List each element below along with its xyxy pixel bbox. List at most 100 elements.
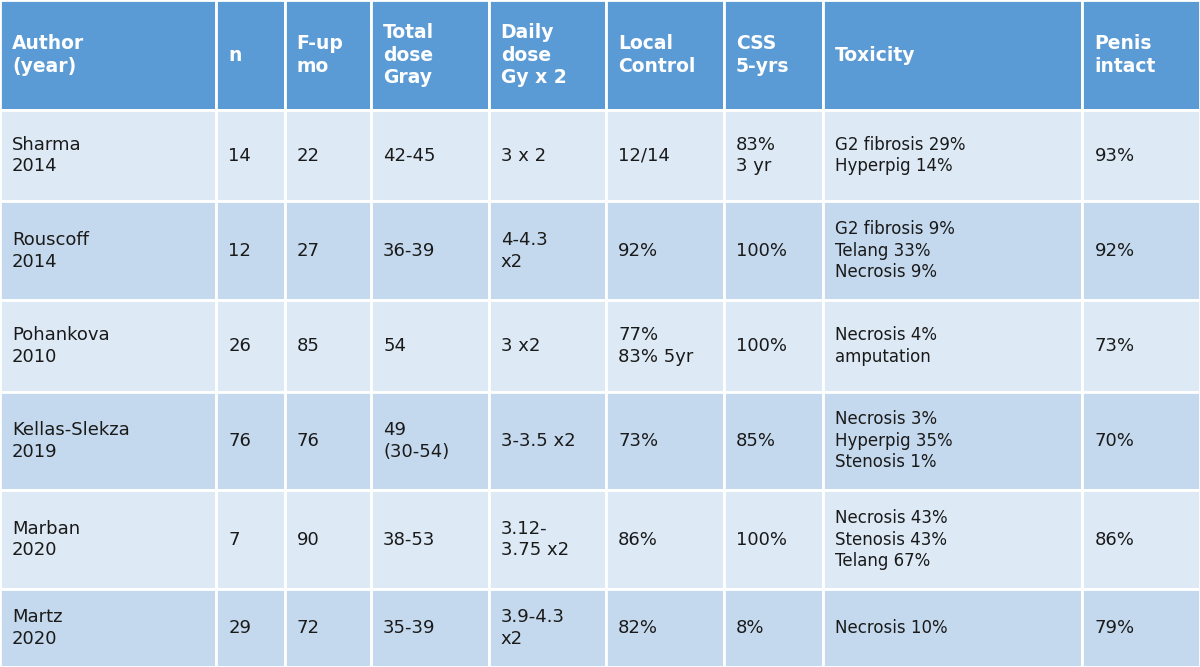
Text: 3 x2: 3 x2 (500, 337, 540, 355)
Bar (724, 392, 823, 490)
Text: 42-45: 42-45 (383, 147, 436, 165)
Bar (823, 490, 1082, 589)
Text: 100%: 100% (736, 531, 787, 548)
Text: CSS
5-yrs: CSS 5-yrs (736, 34, 790, 76)
Bar (606, 201, 724, 300)
Text: Pohankova
2010: Pohankova 2010 (12, 326, 109, 366)
Bar (488, 300, 606, 392)
Text: Rouscoff
2014: Rouscoff 2014 (12, 231, 89, 271)
Bar (371, 490, 488, 589)
Text: 4-4.3
x2: 4-4.3 x2 (500, 231, 547, 271)
Bar (0, 0, 216, 110)
Bar (0, 392, 216, 490)
Bar (823, 300, 1082, 392)
Bar (724, 110, 823, 201)
Bar (371, 0, 488, 110)
Text: Martz
2020: Martz 2020 (12, 608, 62, 648)
Bar (284, 392, 371, 490)
Text: Total
dose
Gray: Total dose Gray (383, 23, 434, 87)
Bar (488, 490, 606, 589)
Bar (284, 0, 371, 110)
Text: 85: 85 (296, 337, 319, 355)
Bar (216, 201, 284, 300)
Text: 35-39: 35-39 (383, 619, 436, 637)
Text: Necrosis 3%
Hyperpig 35%
Stenosis 1%: Necrosis 3% Hyperpig 35% Stenosis 1% (835, 410, 953, 472)
Bar (606, 300, 724, 392)
Text: 100%: 100% (736, 337, 787, 355)
Bar (0, 490, 216, 589)
Text: 49
(30-54): 49 (30-54) (383, 421, 449, 461)
Bar (724, 0, 823, 110)
Text: Marban
2020: Marban 2020 (12, 520, 80, 560)
Text: 72: 72 (296, 619, 319, 637)
Bar (371, 392, 488, 490)
Bar (606, 110, 724, 201)
Text: 90: 90 (296, 531, 319, 548)
Text: 73%: 73% (618, 432, 659, 450)
Text: 86%: 86% (1094, 531, 1134, 548)
Bar (1082, 110, 1200, 201)
Text: 26: 26 (228, 337, 251, 355)
Bar (823, 589, 1082, 667)
Text: Penis
intact: Penis intact (1094, 34, 1156, 76)
Bar (488, 110, 606, 201)
Bar (823, 0, 1082, 110)
Bar (606, 0, 724, 110)
Bar (216, 110, 284, 201)
Text: 92%: 92% (618, 242, 659, 259)
Bar (488, 201, 606, 300)
Text: 79%: 79% (1094, 619, 1134, 637)
Bar (284, 201, 371, 300)
Text: 82%: 82% (618, 619, 658, 637)
Text: n: n (228, 45, 242, 65)
Text: 12/14: 12/14 (618, 147, 670, 165)
Text: 86%: 86% (618, 531, 658, 548)
Text: 12: 12 (228, 242, 251, 259)
Bar (371, 110, 488, 201)
Text: 14: 14 (228, 147, 251, 165)
Bar (216, 589, 284, 667)
Bar (606, 589, 724, 667)
Text: 36-39: 36-39 (383, 242, 436, 259)
Bar (823, 392, 1082, 490)
Text: 3.12-
3.75 x2: 3.12- 3.75 x2 (500, 520, 569, 560)
Bar (1082, 300, 1200, 392)
Bar (0, 110, 216, 201)
Text: 77%
83% 5yr: 77% 83% 5yr (618, 326, 694, 366)
Text: Toxicity: Toxicity (835, 45, 916, 65)
Bar (0, 589, 216, 667)
Text: 8%: 8% (736, 619, 764, 637)
Bar (823, 201, 1082, 300)
Text: 27: 27 (296, 242, 319, 259)
Text: Necrosis 10%: Necrosis 10% (835, 619, 947, 637)
Bar (606, 392, 724, 490)
Bar (0, 201, 216, 300)
Bar (371, 300, 488, 392)
Text: Necrosis 43%
Stenosis 43%
Telang 67%: Necrosis 43% Stenosis 43% Telang 67% (835, 509, 947, 570)
Text: 73%: 73% (1094, 337, 1134, 355)
Text: 100%: 100% (736, 242, 787, 259)
Bar (1082, 201, 1200, 300)
Text: 70%: 70% (1094, 432, 1134, 450)
Bar (488, 0, 606, 110)
Bar (488, 589, 606, 667)
Text: Local
Control: Local Control (618, 34, 696, 76)
Text: 92%: 92% (1094, 242, 1134, 259)
Bar (724, 201, 823, 300)
Text: 85%: 85% (736, 432, 775, 450)
Bar (1082, 0, 1200, 110)
Text: 93%: 93% (1094, 147, 1134, 165)
Bar (1082, 589, 1200, 667)
Text: G2 fibrosis 9%
Telang 33%
Necrosis 9%: G2 fibrosis 9% Telang 33% Necrosis 9% (835, 220, 954, 281)
Text: 54: 54 (383, 337, 406, 355)
Bar (0, 300, 216, 392)
Text: Daily
dose
Gy x 2: Daily dose Gy x 2 (500, 23, 566, 87)
Bar (284, 589, 371, 667)
Text: G2 fibrosis 29%
Hyperpig 14%: G2 fibrosis 29% Hyperpig 14% (835, 136, 965, 175)
Bar (823, 110, 1082, 201)
Text: 38-53: 38-53 (383, 531, 436, 548)
Bar (216, 0, 284, 110)
Bar (284, 300, 371, 392)
Text: 76: 76 (296, 432, 319, 450)
Bar (724, 589, 823, 667)
